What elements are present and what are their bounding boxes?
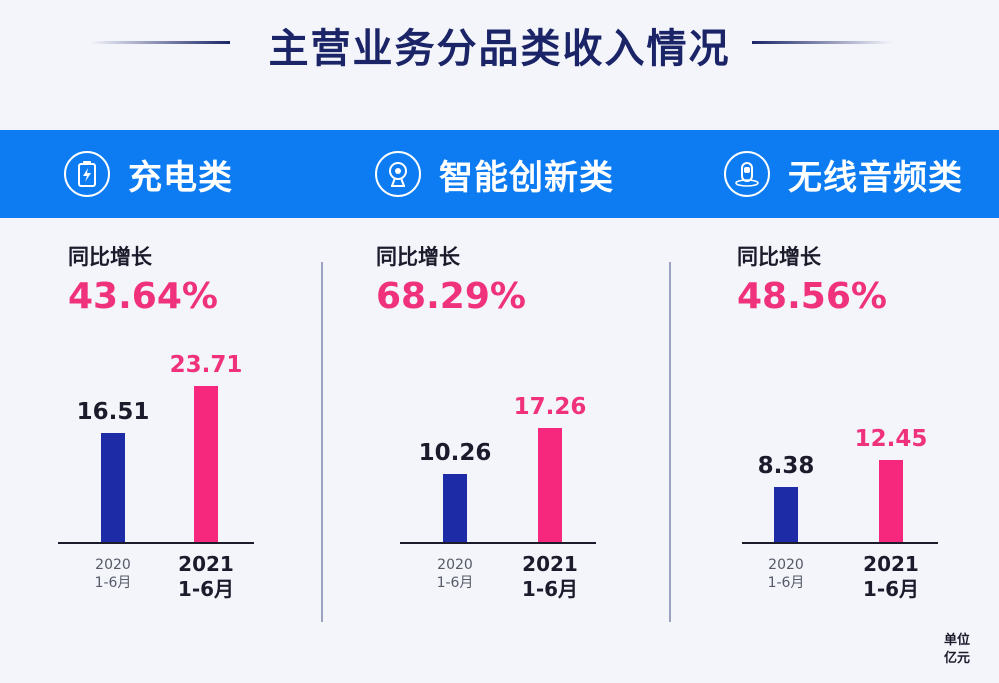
bar-2020 — [101, 433, 125, 542]
title-area: 主营业务分品类收入情况 — [0, 0, 999, 100]
x-label-year: 2021 — [863, 552, 919, 576]
data-label-2020: 16.51 — [76, 399, 150, 425]
x-label-period: 1-6月 — [521, 577, 579, 601]
bar-2021 — [194, 386, 218, 542]
title-decoration-left — [90, 41, 230, 44]
category-name: 充电类 — [128, 157, 233, 198]
x-label-2021: 2021 1-6月 — [156, 552, 256, 602]
category-header-wireless-audio: 无线音频类 — [724, 130, 963, 218]
unit-label: 单位 — [944, 633, 971, 648]
x-label-period: 1-6月 — [177, 577, 235, 601]
data-label-2021: 12.45 — [854, 426, 928, 452]
earbud-icon — [724, 151, 770, 197]
x-label-2020: 2020 1-6月 — [405, 557, 505, 592]
x-label-period: 1-6月 — [862, 577, 920, 601]
x-label-year: 2020 — [437, 557, 473, 573]
battery-icon — [64, 151, 110, 197]
x-label-year: 2020 — [95, 557, 131, 573]
growth-value: 68.29% — [376, 276, 526, 317]
chart-baseline — [58, 542, 254, 544]
data-label-2021: 17.26 — [513, 394, 587, 420]
chart-baseline — [742, 542, 938, 544]
category-header-charging: 充电类 — [64, 130, 233, 218]
category-name: 智能创新类 — [439, 157, 614, 198]
unit-note: 单位 亿元 — [944, 632, 970, 667]
bar-2021 — [538, 428, 562, 542]
growth-label: 同比增长 — [68, 245, 152, 269]
x-label-year: 2021 — [522, 552, 578, 576]
data-label-2021: 23.71 — [169, 352, 243, 378]
page-title: 主营业务分品类收入情况 — [268, 26, 731, 72]
data-label-2020: 8.38 — [757, 453, 815, 479]
category-header-band: 充电类 智能创新类 无线音频类 — [0, 130, 999, 218]
category-name: 无线音频类 — [788, 157, 963, 198]
growth-value: 43.64% — [68, 276, 218, 317]
x-label-2020: 2020 1-6月 — [736, 557, 836, 592]
x-label-2021: 2021 1-6月 — [841, 552, 941, 602]
column-divider — [669, 262, 671, 622]
title-decoration-right — [752, 41, 892, 44]
growth-label: 同比增长 — [737, 245, 821, 269]
bar-2020 — [443, 474, 467, 542]
x-label-year: 2020 — [768, 557, 804, 573]
growth-label: 同比增长 — [376, 245, 460, 269]
unit-value: 亿元 — [944, 650, 971, 666]
x-label-period: 1-6月 — [767, 574, 805, 591]
bar-2020 — [774, 487, 798, 542]
bar-2021 — [879, 460, 903, 542]
camera-icon — [375, 151, 421, 197]
x-label-year: 2021 — [178, 552, 234, 576]
x-label-period: 1-6月 — [436, 574, 474, 591]
column-divider — [321, 262, 323, 622]
growth-value: 48.56% — [737, 276, 887, 317]
data-label-2020: 10.26 — [418, 440, 492, 466]
x-label-period: 1-6月 — [94, 574, 132, 591]
x-label-2020: 2020 1-6月 — [63, 557, 163, 592]
chart-baseline — [400, 542, 596, 544]
category-header-smart-innovation: 智能创新类 — [375, 130, 614, 218]
x-label-2021: 2021 1-6月 — [500, 552, 600, 602]
